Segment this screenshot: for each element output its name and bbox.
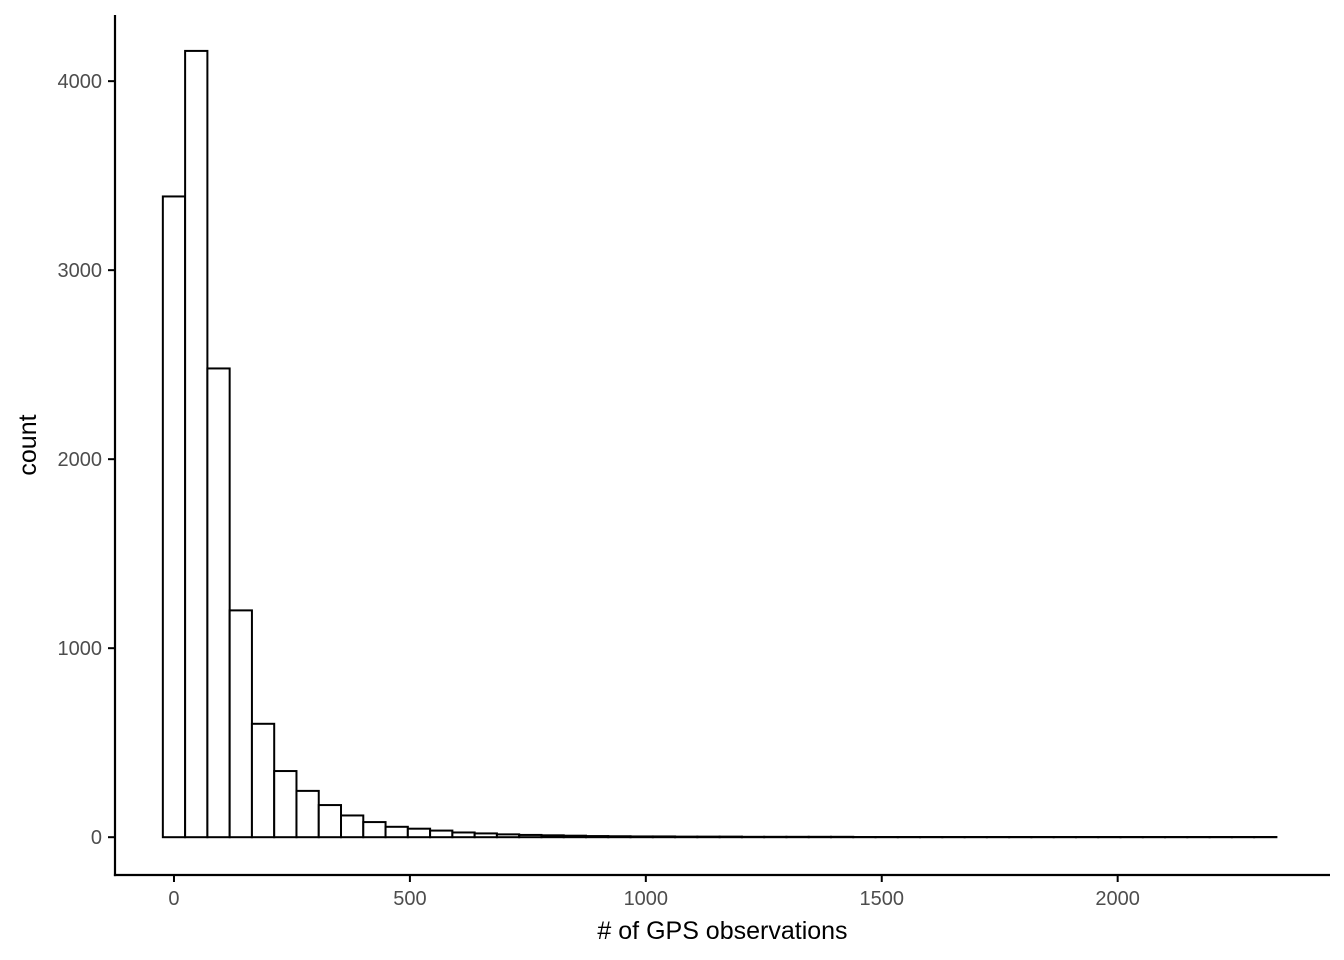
histogram-bar: [651, 835, 677, 839]
y-tick-label: 0: [91, 827, 102, 849]
histogram-bar: [161, 195, 187, 839]
x-tick-label: 1000: [624, 888, 669, 910]
histogram-bar: [473, 832, 498, 839]
x-tick-label: 1500: [859, 888, 904, 910]
y-tick-label: 4000: [58, 71, 103, 93]
y-axis-ticks: 0 1000 2000 3000 4000: [58, 71, 115, 849]
histogram-bar: [607, 835, 632, 839]
histogram-bar: [206, 367, 231, 839]
x-tick-label: 0: [168, 888, 179, 910]
histogram-bar: [184, 49, 209, 839]
histogram-bar: [340, 814, 365, 839]
histogram-bar: [406, 827, 432, 839]
y-tick-label: 2000: [58, 449, 103, 471]
histogram-bar: [562, 834, 587, 839]
axes: [113, 15, 1330, 877]
x-axis-ticks: 0 500 1000 1500 2000: [168, 875, 1140, 910]
histogram-bar: [718, 835, 743, 839]
x-tick-label: 2000: [1095, 888, 1140, 910]
x-axis-title: # of GPS observations: [597, 917, 847, 945]
histogram-bar: [429, 829, 454, 839]
histogram-bar: [518, 833, 543, 839]
histogram-bar: [696, 835, 721, 839]
histogram-bar: [317, 804, 343, 839]
histogram-bar: [295, 789, 320, 839]
x-tick-label: 500: [393, 888, 426, 910]
histogram-bar: [540, 834, 565, 839]
y-tick-label: 3000: [58, 260, 103, 282]
y-axis-title: count: [14, 414, 42, 475]
histogram-bar: [674, 835, 699, 839]
histogram-bar: [362, 821, 387, 839]
histogram-bar: [584, 835, 610, 839]
histogram-bar: [384, 825, 409, 839]
y-tick-label: 1000: [58, 638, 103, 660]
histogram-bar: [250, 722, 276, 839]
histogram-bar: [451, 831, 476, 839]
histogram-bar: [228, 609, 253, 839]
histogram-bars: [161, 49, 1278, 839]
histogram-bar: [273, 770, 298, 839]
histogram-bar: [629, 835, 654, 839]
histogram-bar: [495, 833, 521, 839]
